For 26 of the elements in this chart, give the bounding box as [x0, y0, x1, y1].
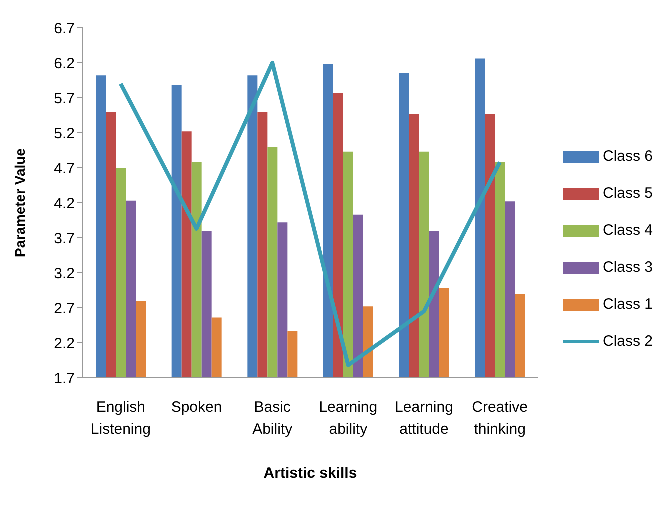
x-axis-title: Artistic skills — [264, 465, 358, 482]
y-tick-label: 2.7 — [54, 300, 75, 318]
x-tick-label: Creative thinking — [472, 399, 528, 438]
line-series — [118, 61, 502, 368]
y-tick-label: 4.7 — [54, 160, 75, 178]
y-tick-label: 2.2 — [54, 335, 75, 352]
y-tick-label: 5.2 — [54, 125, 75, 142]
y-tick-label: 3.7 — [54, 230, 75, 248]
legend-label: Class 3 — [603, 259, 654, 276]
x-tick-label: Learning ability — [319, 399, 378, 438]
x-tick-label: Learning attitude — [395, 399, 454, 438]
legend-label: Class 2 — [603, 333, 654, 350]
x-tick-label: Spoken — [171, 399, 222, 416]
legend-label: Class 4 — [603, 222, 654, 239]
x-tick-label: Basic Ability — [252, 399, 294, 438]
y-axis-title: Parameter Value — [12, 148, 28, 258]
y-tick-label: 6.7 — [54, 20, 75, 38]
legend-label: Class 6 — [603, 148, 654, 165]
legend-label: Class 5 — [603, 185, 654, 202]
y-tick-label: 4.2 — [54, 195, 75, 212]
x-tick-label: English Listening — [90, 399, 151, 438]
y-tick-label: 6.2 — [54, 55, 75, 72]
y-tick-label: 3.2 — [54, 265, 75, 282]
y-tick-label: 5.7 — [54, 90, 75, 108]
y-tick-label: 1.7 — [54, 370, 75, 388]
legend-label: Class 1 — [603, 296, 654, 313]
